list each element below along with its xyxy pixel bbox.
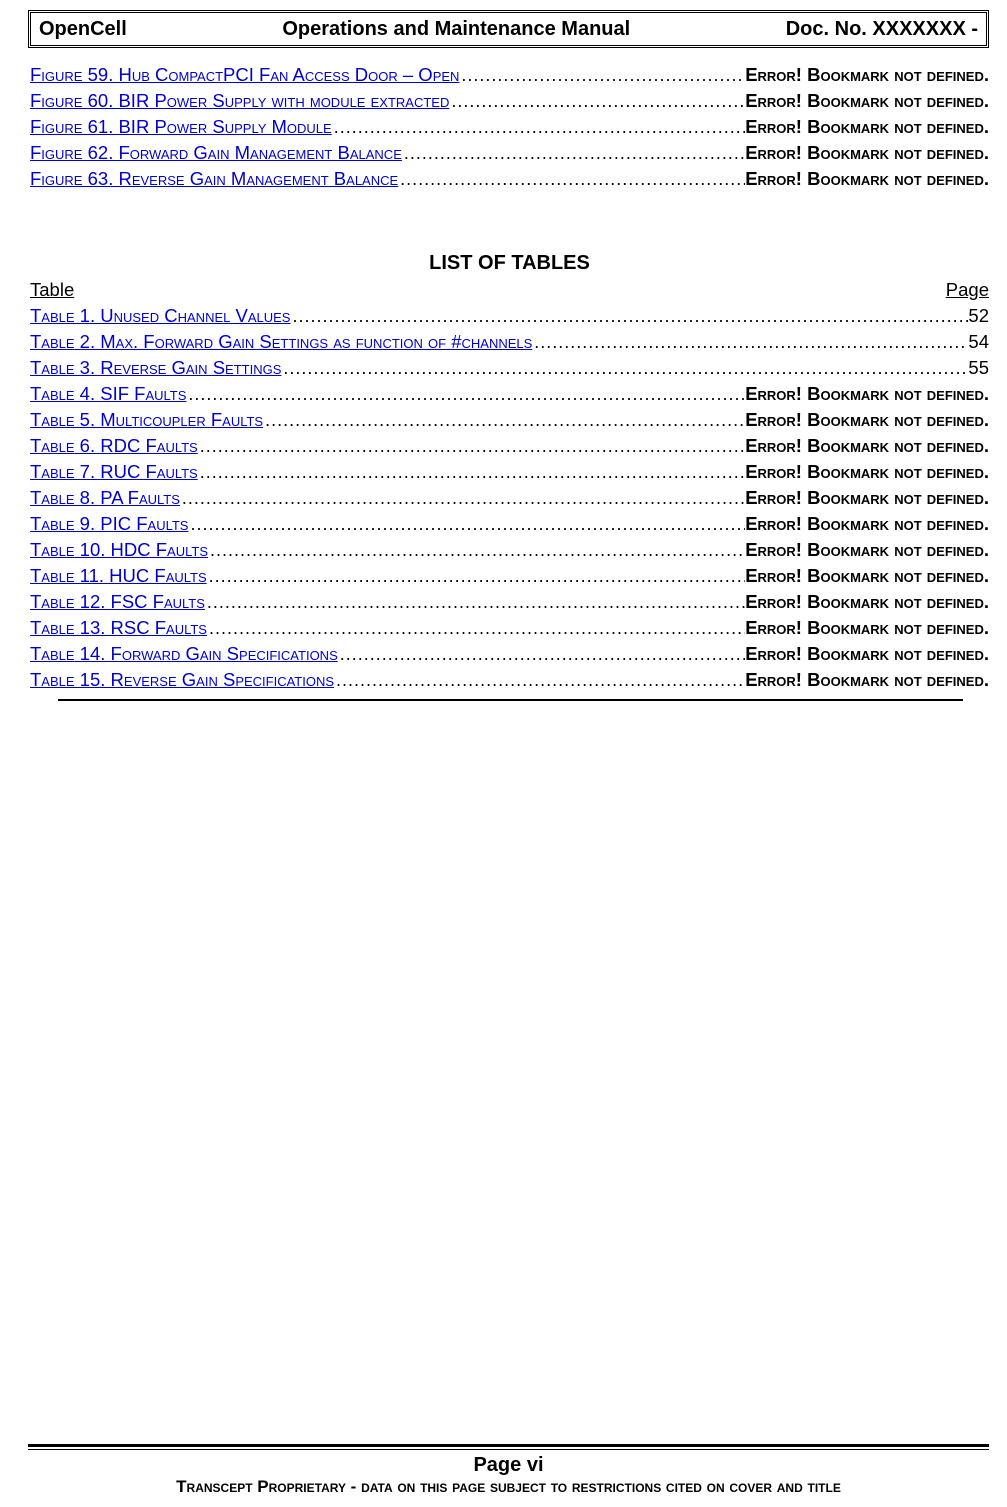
table-entry-link[interactable]: Table 3. Reverse Gain Settings <box>30 355 281 381</box>
tables-section-title: LIST OF TABLES <box>30 252 989 275</box>
bookmark-error: Error! Bookmark not defined. <box>745 62 989 88</box>
tables-header-row: Table Page <box>30 279 989 301</box>
table-entry-link[interactable]: Table 1. Unused Channel Values <box>30 303 290 329</box>
leader-dots <box>186 381 745 407</box>
tables-list: Table 1. Unused Channel Values 52Table 2… <box>30 303 989 693</box>
bookmark-error: Error! Bookmark not defined. <box>745 88 989 114</box>
figure-entry-row: Figure 59. Hub CompactPCI Fan Access Doo… <box>30 62 989 88</box>
header-docno: Doc. No. XXXXXXX - <box>786 18 978 41</box>
bookmark-error: Error! Bookmark not defined. <box>745 563 989 589</box>
tables-header-right: Page <box>946 279 989 301</box>
leader-dots <box>205 589 745 615</box>
table-entry-row: Table 5. Multicoupler Faults Error! Bookm… <box>30 407 989 433</box>
leader-dots <box>290 303 968 329</box>
table-entry-link[interactable]: Table 13. RSC Faults <box>30 615 207 641</box>
bookmark-error: Error! Bookmark not defined. <box>745 485 989 511</box>
table-entry-link[interactable]: Table 6. RDC Faults <box>30 433 198 459</box>
footer-rule-thin <box>28 1449 989 1450</box>
table-entry-link[interactable]: Table 4. SIF Faults <box>30 381 186 407</box>
leader-dots <box>208 537 745 563</box>
figure-entry-row: Figure 63. Reverse Gain Management Balan… <box>30 166 989 192</box>
table-entry-row: Table 1. Unused Channel Values 52 <box>30 303 989 329</box>
footer-rule-thick <box>28 1444 989 1447</box>
table-entry-row: Table 7. RUC Faults Error! Bookmark not d… <box>30 459 989 485</box>
table-entry-row: Table 2. Max. Forward Gain Settings as f… <box>30 329 989 355</box>
leader-dots <box>180 485 745 511</box>
leader-dots <box>449 88 745 114</box>
bookmark-error: Error! Bookmark not defined. <box>745 140 989 166</box>
table-entry-row: Table 4. SIF Faults Error! Bookmark not d… <box>30 381 989 407</box>
leader-dots <box>398 166 745 192</box>
bookmark-error: Error! Bookmark not defined. <box>745 537 989 563</box>
table-entry-row: Table 11. HUC Faults Error! Bookmark not … <box>30 563 989 589</box>
table-entry-row: Table 13. RSC Faults Error! Bookmark not … <box>30 615 989 641</box>
table-entry-link[interactable]: Table 10. HDC Faults <box>30 537 208 563</box>
table-entry-link[interactable]: Table 12. FSC Faults <box>30 589 205 615</box>
bookmark-error: Error! Bookmark not defined. <box>745 667 989 693</box>
leader-dots <box>459 62 745 88</box>
table-entry-link[interactable]: Table 11. HUC Faults <box>30 563 207 589</box>
table-entry-link[interactable]: Table 15. Reverse Gain Specifications <box>30 667 334 693</box>
table-entry-row: Table 15. Reverse Gain Specifications Err… <box>30 667 989 693</box>
table-entry-row: Table 3. Reverse Gain Settings 55 <box>30 355 989 381</box>
leader-dots <box>188 511 745 537</box>
leader-dots <box>263 407 745 433</box>
bookmark-error: Error! Bookmark not defined. <box>745 433 989 459</box>
bookmark-error: Error! Bookmark not defined. <box>745 459 989 485</box>
table-entry-link[interactable]: Table 2. Max. Forward Gain Settings as f… <box>30 329 532 355</box>
header-product: OpenCell <box>39 18 127 41</box>
footer-proprietary-notice: Transcept Proprietary - data on this pag… <box>28 1477 989 1497</box>
header-title: Operations and Maintenance Manual <box>127 18 786 41</box>
bookmark-error: Error! Bookmark not defined. <box>745 589 989 615</box>
bookmark-error: Error! Bookmark not defined. <box>745 381 989 407</box>
table-entry-row: Table 10. HDC Faults Error! Bookmark not … <box>30 537 989 563</box>
leader-dots <box>334 667 745 693</box>
bookmark-error: Error! Bookmark not defined. <box>745 166 989 192</box>
table-entry-row: Table 8. PA Faults Error! Bookmark not de… <box>30 485 989 511</box>
leader-dots <box>207 615 745 641</box>
figure-entry-row: Figure 61. BIR Power Supply Module Error!… <box>30 114 989 140</box>
content-area: Figure 59. Hub CompactPCI Fan Access Doo… <box>28 48 989 701</box>
bookmark-error: Error! Bookmark not defined. <box>745 615 989 641</box>
document-header: OpenCell Operations and Maintenance Manu… <box>28 10 989 48</box>
bookmark-error: Error! Bookmark not defined. <box>745 641 989 667</box>
table-entry-row: Table 14. Forward Gain Specifications Err… <box>30 641 989 667</box>
table-entry-link[interactable]: Table 14. Forward Gain Specifications <box>30 641 338 667</box>
figure-entry-link[interactable]: Figure 59. Hub CompactPCI Fan Access Doo… <box>30 62 459 88</box>
table-entry-link[interactable]: Table 8. PA Faults <box>30 485 180 511</box>
table-entry-row: Table 9. PIC Faults Error! Bookmark not d… <box>30 511 989 537</box>
figure-entry-link[interactable]: Figure 62. Forward Gain Management Balan… <box>30 140 402 166</box>
table-entry-row: Table 6. RDC Faults Error! Bookmark not d… <box>30 433 989 459</box>
leader-dots <box>207 563 746 589</box>
leader-dots <box>402 140 745 166</box>
figure-entry-link[interactable]: Figure 61. BIR Power Supply Module <box>30 114 332 140</box>
tables-header-left: Table <box>30 279 74 301</box>
figures-list: Figure 59. Hub CompactPCI Fan Access Doo… <box>30 62 989 192</box>
table-entry-page: 54 <box>968 329 989 355</box>
page-footer: Page vi Transcept Proprietary - data on … <box>28 1444 989 1497</box>
figure-entry-link[interactable]: Figure 63. Reverse Gain Management Balan… <box>30 166 398 192</box>
table-entry-row: Table 12. FSC Faults Error! Bookmark not … <box>30 589 989 615</box>
table-entry-page: 55 <box>968 355 989 381</box>
leader-dots <box>281 355 968 381</box>
figure-entry-link[interactable]: Figure 60. BIR Power Supply with module … <box>30 88 449 114</box>
bookmark-error: Error! Bookmark not defined. <box>745 407 989 433</box>
figure-entry-row: Figure 62. Forward Gain Management Balan… <box>30 140 989 166</box>
footer-page-number: Page vi <box>28 1454 989 1477</box>
leader-dots <box>532 329 968 355</box>
section-divider <box>58 699 963 701</box>
figure-entry-row: Figure 60. BIR Power Supply with module … <box>30 88 989 114</box>
leader-dots <box>198 433 745 459</box>
bookmark-error: Error! Bookmark not defined. <box>745 511 989 537</box>
leader-dots <box>332 114 745 140</box>
table-entry-link[interactable]: Table 9. PIC Faults <box>30 511 188 537</box>
leader-dots <box>338 641 745 667</box>
table-entry-link[interactable]: Table 7. RUC Faults <box>30 459 198 485</box>
bookmark-error: Error! Bookmark not defined. <box>745 114 989 140</box>
leader-dots <box>198 459 745 485</box>
table-entry-page: 52 <box>968 303 989 329</box>
table-entry-link[interactable]: Table 5. Multicoupler Faults <box>30 407 263 433</box>
